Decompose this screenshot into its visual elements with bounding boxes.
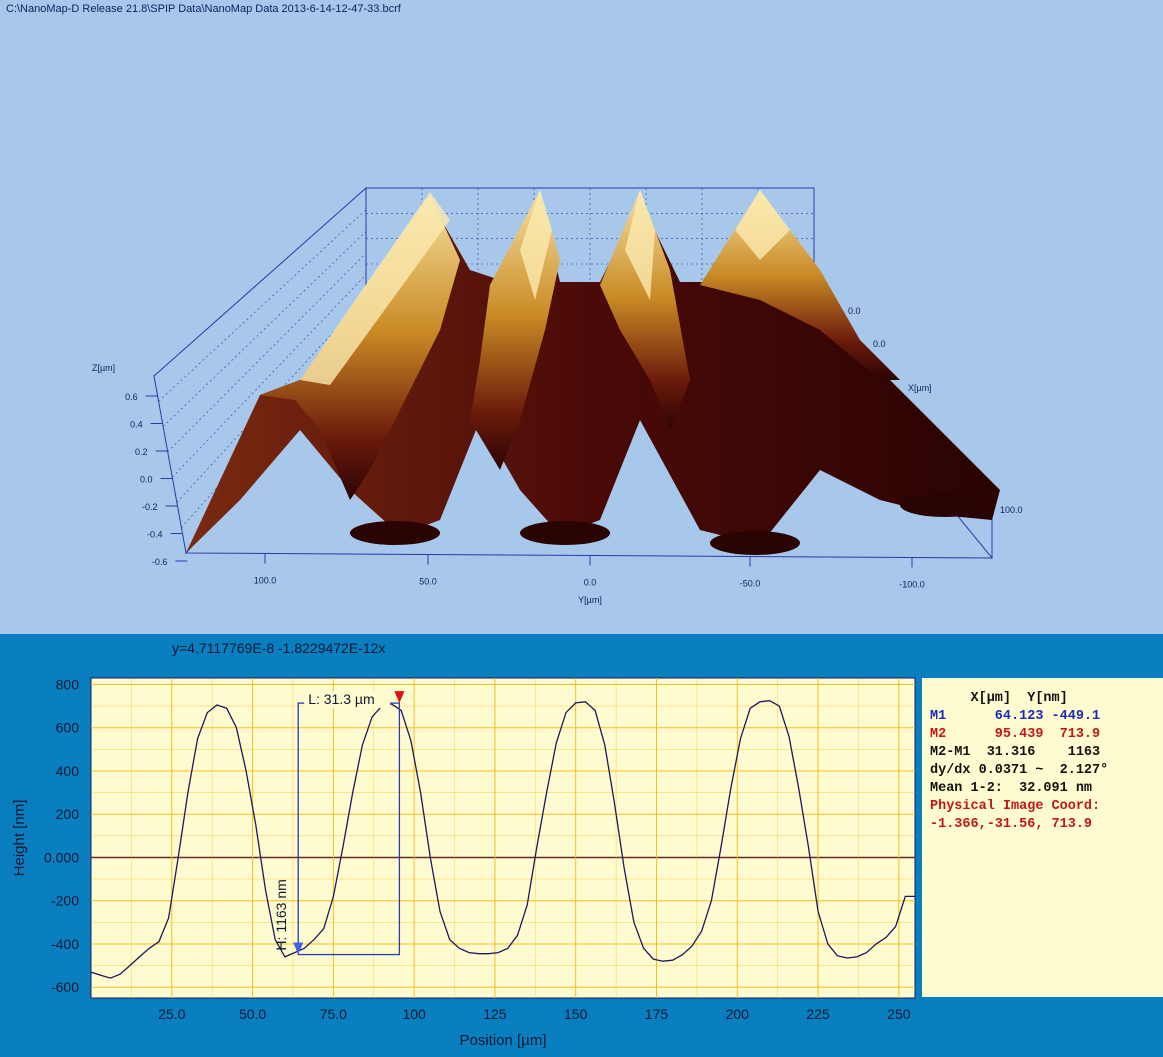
profile-line [90, 700, 915, 979]
profile-chart[interactable]: 800 600 400 200 0.000 -200 -400 -600 25.0 50.0 75.… [0, 634, 1163, 1057]
x-tick-label: 250 [887, 1006, 911, 1022]
marker-m1 [293, 942, 304, 955]
z-axis-label: Z[µm] [92, 363, 115, 373]
y-tick-label: 800 [56, 676, 80, 692]
valley-floor [900, 493, 990, 517]
y-tick-label: 50.0 [419, 577, 437, 587]
z-tick-label: 0.6 [125, 392, 138, 402]
left-grid-line [162, 231, 367, 427]
y-tick-label: 600 [56, 720, 80, 736]
y-tick-label: 0.0 [584, 578, 597, 588]
y-axis-label: Height [nm] [11, 800, 28, 877]
z-tick-label: 0.2 [135, 447, 148, 457]
y-tick-label: -600 [51, 979, 79, 995]
x-tick-label: 225 [806, 1006, 830, 1022]
readout-m1: M1 64.123 -449.1 [930, 709, 1101, 724]
x-tick-label: 100 [402, 1006, 426, 1022]
left-grid-line [172, 274, 367, 478]
z-tick-label: -0.6 [152, 557, 168, 567]
y-tick-label: 200 [56, 806, 80, 822]
x-tick-label: 25.0 [158, 1006, 185, 1022]
surface-3d-view[interactable]: C:\NanoMap-D Release 21.8\SPIP Data\Nano… [0, 0, 1163, 634]
readout-slope: dy/dx 0.0371 ~ 2.127° [930, 763, 1109, 778]
x-tick-label: 75.0 [320, 1006, 347, 1022]
left-grid-line [158, 209, 367, 402]
axis-labels: 0.6 0.4 0.2 0.0 -0.2 -0.4 -0.6 Z[µm] 100.0 50.0 0.… [92, 306, 1023, 605]
y-tick-label: -400 [51, 936, 79, 952]
left-grid-line [167, 252, 367, 453]
file-path: C:\NanoMap-D Release 21.8\SPIP Data\Nano… [6, 3, 401, 15]
ridge-highlight [520, 190, 552, 300]
valley-floor [520, 521, 610, 545]
length-label-bg [304, 691, 391, 709]
ridge-highlight [735, 190, 790, 260]
valley-floor [350, 521, 440, 545]
z-tick-label: 0.0 [140, 475, 153, 485]
x-tick-label: 50.0 [239, 1006, 266, 1022]
x-tick-label: 175 [645, 1006, 669, 1022]
x-tick-label: 200 [726, 1006, 750, 1022]
readout-coord-value: -1.366,-31.56, 713.9 [930, 817, 1093, 832]
height-label: H: 1163 nm [273, 879, 289, 950]
x-tick-label: 0.0 [848, 306, 861, 316]
left-grid-line [176, 296, 367, 503]
fit-equation: y=4.7117769E-8 -1.8229472E-12x [172, 640, 386, 656]
x-tick-label: 0.0 [873, 339, 886, 349]
x-tick-label: 150 [564, 1006, 588, 1022]
x-tick-label: 125 [483, 1006, 507, 1022]
ridge-highlight [625, 190, 655, 300]
valley-floor [710, 531, 800, 555]
length-label: L: 31.3 µm [308, 691, 374, 707]
z-tick-label: 0.4 [130, 420, 143, 430]
profile-panel: y=4.7117769E-8 -1.8229472E-12x 800 600 400… [0, 634, 1163, 1057]
readout-m2: M2 95.439 713.9 [930, 727, 1101, 742]
y-tick-label: -100.0 [899, 580, 925, 590]
left-grid-line [181, 318, 367, 528]
ridge-highlight [300, 192, 450, 385]
y-tick-label: -50.0 [740, 578, 761, 588]
readout-mean: Mean 1-2: 32.091 nm [930, 781, 1093, 796]
x-tick-label: 100.0 [1000, 505, 1023, 515]
y-tick-label: 100.0 [254, 575, 277, 585]
x-axis-label: Position [µm] [459, 1032, 546, 1049]
marker-m2 [394, 691, 405, 704]
readout-diff: M2-M1 31.316 1163 [930, 745, 1101, 760]
ridge-face [600, 190, 690, 430]
readout-header: X[µm] Y[nm] [930, 691, 1068, 706]
y-axis-label: Y[µm] [578, 595, 602, 605]
x-axis-label: X[µm] [908, 383, 932, 393]
y-tick-label: 0.000 [44, 849, 79, 865]
readout-coord-title: Physical Image Coord: [930, 799, 1101, 814]
marker-readout-panel: X[µm] Y[nm] M1 64.123 -449.1 M2 95.439 7… [922, 678, 1163, 997]
y-tick-label: 400 [56, 763, 80, 779]
y-tick-label: -200 [51, 893, 79, 909]
surface-mesh [186, 190, 1000, 555]
z-tick-label: -0.2 [142, 502, 158, 512]
z-tick-label: -0.4 [147, 530, 163, 540]
surface-3d-plot[interactable]: 0.6 0.4 0.2 0.0 -0.2 -0.4 -0.6 Z[µm] 100.0 50.0 0.… [0, 0, 1163, 634]
